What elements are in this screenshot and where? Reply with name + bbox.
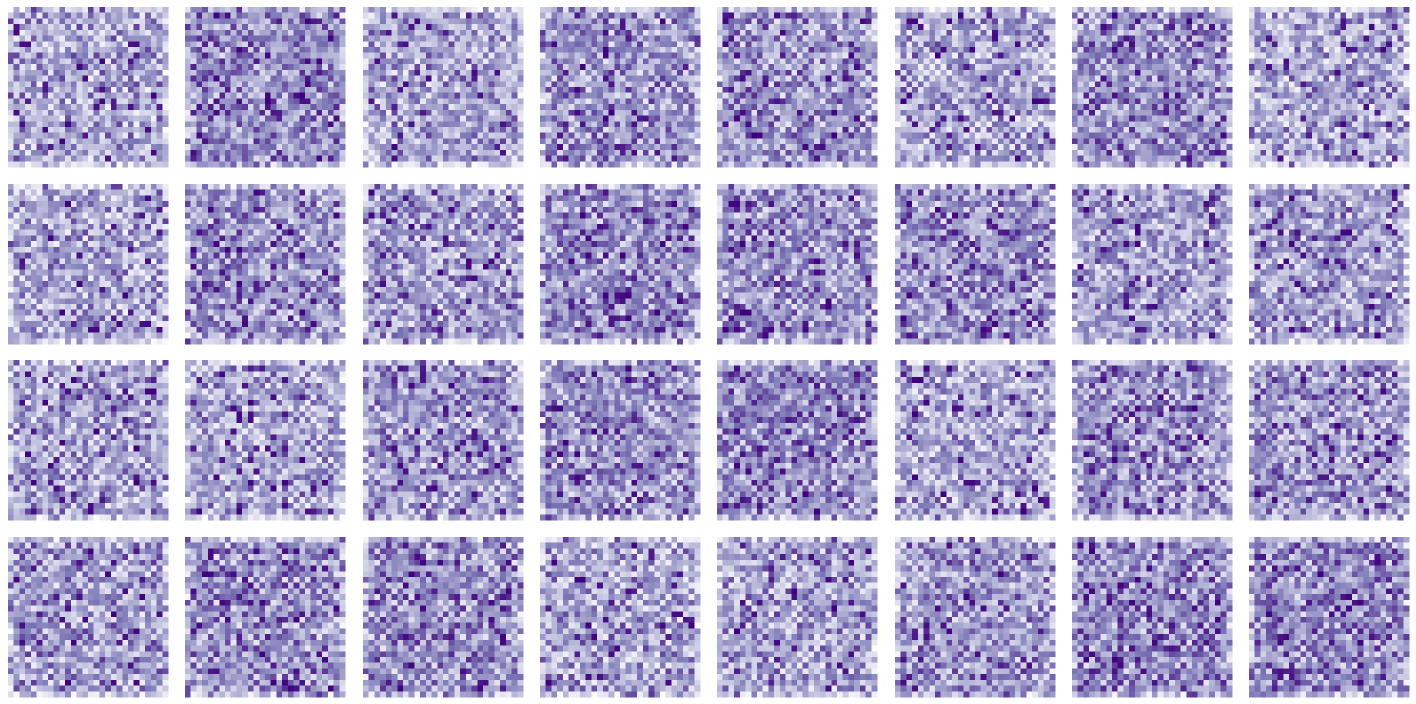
generated-image xyxy=(1072,184,1232,344)
generated-image xyxy=(185,7,345,167)
generated-image xyxy=(540,184,700,344)
generated-image xyxy=(185,184,345,344)
generated-image xyxy=(8,537,168,697)
generated-image xyxy=(185,537,345,697)
generated-image xyxy=(363,184,523,344)
generated-image xyxy=(1249,360,1409,520)
generated-image xyxy=(540,537,700,697)
generated-image xyxy=(717,7,877,167)
generated-image xyxy=(540,7,700,167)
generated-image xyxy=(895,360,1055,520)
generated-image xyxy=(363,537,523,697)
generated-image xyxy=(1072,537,1232,697)
generated-image xyxy=(717,537,877,697)
generated-image xyxy=(8,7,168,167)
generated-image xyxy=(1249,537,1409,697)
generated-image xyxy=(895,537,1055,697)
generated-image xyxy=(895,7,1055,167)
generated-image xyxy=(717,184,877,344)
generated-image xyxy=(717,360,877,520)
generated-image xyxy=(540,360,700,520)
generated-image xyxy=(185,360,345,520)
generated-image xyxy=(1072,7,1232,167)
generated-image xyxy=(895,184,1055,344)
generated-image xyxy=(1249,7,1409,167)
generated-image xyxy=(363,360,523,520)
generated-image xyxy=(8,184,168,344)
generated-image xyxy=(1249,184,1409,344)
generated-image xyxy=(363,7,523,167)
generated-image xyxy=(1072,360,1232,520)
generated-image xyxy=(8,360,168,520)
